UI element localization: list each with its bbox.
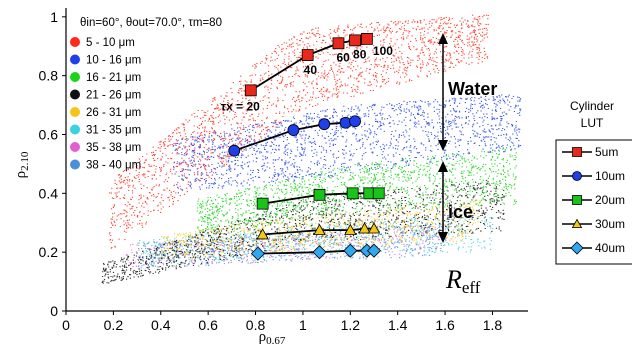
scatter-legend: 5 - 10 μm 10 - 16 μm 16 - 21 μm 21 - 26 μm 2… — [70, 37, 141, 172]
tau-label: 40 — [304, 63, 318, 77]
x-tick-label: 0 — [62, 317, 70, 333]
plot-frame — [65, 8, 528, 312]
legend-swatch — [70, 72, 80, 82]
tau-label: 60 — [336, 50, 350, 64]
lut-legend-label: 40um — [595, 241, 625, 255]
theta-out-label: θout=70.0°, — [126, 17, 185, 29]
lut-point-30um — [344, 223, 357, 235]
tau-label: 80 — [353, 47, 367, 61]
tau-m-label: τm=80 — [188, 17, 222, 29]
scatter-cloud — [172, 94, 522, 194]
scatter-cloud — [137, 223, 447, 269]
y-tick-label: 0 — [50, 303, 58, 319]
legend-entry: 31 - 35 μm — [86, 125, 141, 137]
x-tick-label: 0.4 — [151, 317, 171, 333]
lut-point-40um — [366, 243, 382, 258]
legend-swatch — [70, 124, 80, 135]
lut-point-30um — [367, 222, 381, 234]
lut-legend-marker — [571, 218, 583, 228]
conditions-label: θin=60°, θout=70.0°, τm=80 — [80, 17, 222, 29]
ice-annotation: ice — [438, 161, 473, 243]
lut-point-30um — [358, 222, 371, 234]
water-annotation: Water — [438, 33, 497, 151]
lut-point-40um — [250, 246, 265, 261]
y-ticks: 0 0.2 0.4 0.6 0.8 1 — [39, 9, 66, 319]
y-tick-label: 0.2 — [39, 244, 59, 260]
lut-point-10um — [287, 124, 300, 136]
lut-point-20um — [313, 188, 326, 201]
water-label: Water — [448, 79, 497, 99]
lut-legend-box — [555, 139, 632, 265]
lut-legend-label: 10um — [595, 169, 625, 183]
water-arrow-head-top — [438, 33, 448, 44]
x-tick-label: 0.6 — [198, 317, 218, 333]
lut-legend-marker — [572, 171, 582, 181]
lut-legend-marker — [570, 241, 584, 255]
lut-point-5um — [332, 37, 345, 50]
legend-entry: 5 - 10 μm — [86, 37, 135, 49]
lut-legend-marker — [572, 147, 582, 157]
x-tick-label: 1.4 — [388, 317, 408, 333]
tau-label: τx = 20 — [221, 99, 260, 113]
reff-label: Reff — [445, 265, 481, 297]
lut-legend-label: 30um — [595, 217, 625, 231]
x-tick-label: 0.8 — [246, 317, 266, 333]
lut-legend-label: 5um — [595, 145, 618, 159]
lut-point-5um — [349, 34, 361, 47]
x-axis-label: ρ0.67 — [259, 329, 286, 347]
lut-point-40um — [312, 245, 327, 260]
legend-swatch — [70, 159, 80, 170]
lut-point-10um — [318, 118, 331, 131]
x-tick-label: 1.8 — [483, 317, 503, 333]
legend-swatch — [70, 142, 80, 152]
water-arrow-head-bottom — [438, 140, 448, 151]
y-tick-label: 1 — [50, 9, 58, 25]
y-tick-label: 0.4 — [39, 185, 59, 201]
lut-point-10um — [349, 115, 361, 128]
lut-point-20um — [372, 187, 385, 200]
legend-swatch — [70, 37, 80, 47]
y-tick-label: 0.6 — [39, 126, 59, 142]
x-tick-label: 1.2 — [341, 317, 361, 333]
lut-series — [228, 32, 385, 261]
lut-point-5um — [360, 32, 373, 45]
lut-title-line2: LUT — [581, 116, 604, 130]
ice-label: ice — [448, 202, 473, 222]
legend-swatch — [70, 54, 80, 65]
lut-point-20um — [256, 197, 269, 210]
lut-point-5um — [244, 84, 257, 97]
legend-swatch — [70, 107, 80, 117]
lut-point-40um — [343, 243, 358, 258]
lut-legend-marker — [572, 195, 582, 205]
lut-point-5um — [301, 49, 314, 61]
legend-entry: 16 - 21 μm — [86, 72, 141, 84]
y-tick-label: 0.8 — [39, 68, 59, 84]
lut-point-30um — [313, 223, 326, 235]
theta-in-label: θin=60°, — [80, 17, 123, 29]
ice-arrow-head-bottom — [438, 232, 448, 243]
x-tick-label: 0.2 — [104, 317, 124, 333]
y-axis-label: ρ2.10 — [13, 151, 31, 178]
legend-swatch — [70, 89, 80, 100]
lut-point-20um — [346, 187, 359, 200]
x-tick-label: 1.6 — [435, 317, 455, 333]
x-ticks: 0 0.2 0.4 0.6 0.8 1 1.2 1.4 1.6 1.8 — [62, 311, 502, 333]
lut-legend-label: 20um — [595, 193, 625, 207]
tau-label: 100 — [373, 44, 393, 58]
legend-entry: 10 - 16 μm — [86, 55, 141, 67]
legend-entry: 35 - 38 μm — [86, 142, 141, 154]
ice-arrow-head-top — [438, 161, 448, 172]
x-tick-label: 1 — [299, 317, 307, 333]
lut-title-line1: Cylinder — [570, 99, 614, 113]
legend-entry: 26 - 31 μm — [86, 107, 141, 119]
legend-entry: 38 - 40 μm — [86, 160, 141, 172]
lut-point-30um — [256, 228, 269, 240]
lut-legend: Cylinder LUT 5um 10um 20um 30um 40um — [555, 99, 632, 265]
lut-point-10um — [228, 144, 241, 157]
tau-labels: τx = 20 40 60 80 100 — [221, 44, 393, 113]
scatter-cloud — [101, 180, 506, 284]
legend-entry: 21 - 26 μm — [86, 90, 141, 102]
